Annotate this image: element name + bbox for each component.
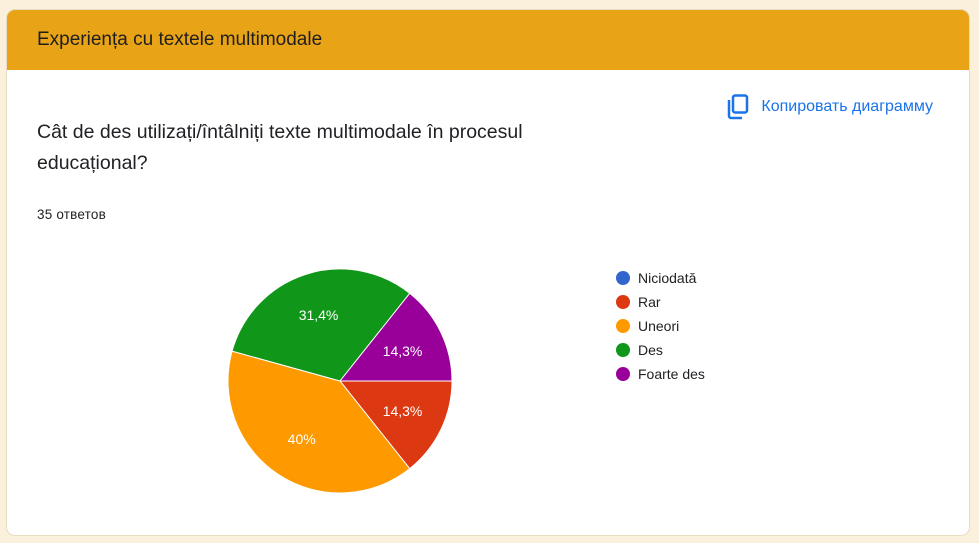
legend-swatch <box>616 295 630 309</box>
section-title: Experiența cu textele multimodale <box>37 29 323 50</box>
legend-label: Des <box>638 342 663 358</box>
legend-item: Rar <box>616 290 705 314</box>
pie-slice-rar <box>338 380 453 470</box>
slice-percent-label: 14,3% <box>383 343 423 359</box>
legend-swatch <box>616 343 630 357</box>
pie-chart: 14,3% 40% 31,4% 14,3% <box>227 268 453 494</box>
legend-swatch <box>616 271 630 285</box>
chart-legend: Niciodată Rar Uneori Des Foarte des <box>616 266 705 386</box>
slice-percent-label: 31,4% <box>299 307 339 323</box>
legend-label: Niciodată <box>638 270 697 286</box>
legend-item: Niciodată <box>616 266 705 290</box>
legend-item: Foarte des <box>616 362 705 386</box>
legend-label: Rar <box>638 294 661 310</box>
legend-swatch <box>616 367 630 381</box>
copy-chart-label: Копировать диаграмму <box>761 98 933 115</box>
legend-label: Foarte des <box>638 366 705 382</box>
pie-slice-foarte-des <box>338 292 453 382</box>
slice-percent-label: 40% <box>288 431 316 447</box>
legend-swatch <box>616 319 630 333</box>
section-header: Experiența cu textele multimodale <box>7 10 969 70</box>
copy-icon <box>727 94 749 120</box>
legend-item: Des <box>616 338 705 362</box>
summary-card: Experiența cu textele multimodale Копиро… <box>7 10 969 535</box>
response-count: 35 ответов <box>37 207 106 222</box>
legend-item: Uneori <box>616 314 705 338</box>
copy-chart-button[interactable]: Копировать диаграмму <box>727 94 933 120</box>
pie-slice-uneori <box>227 350 411 494</box>
legend-label: Uneori <box>638 318 680 334</box>
question-title: Cât de des utilizați/întâlniți texte mul… <box>37 121 523 174</box>
slice-percent-label: 14,3% <box>383 403 423 419</box>
pie-slice-des <box>231 268 411 382</box>
